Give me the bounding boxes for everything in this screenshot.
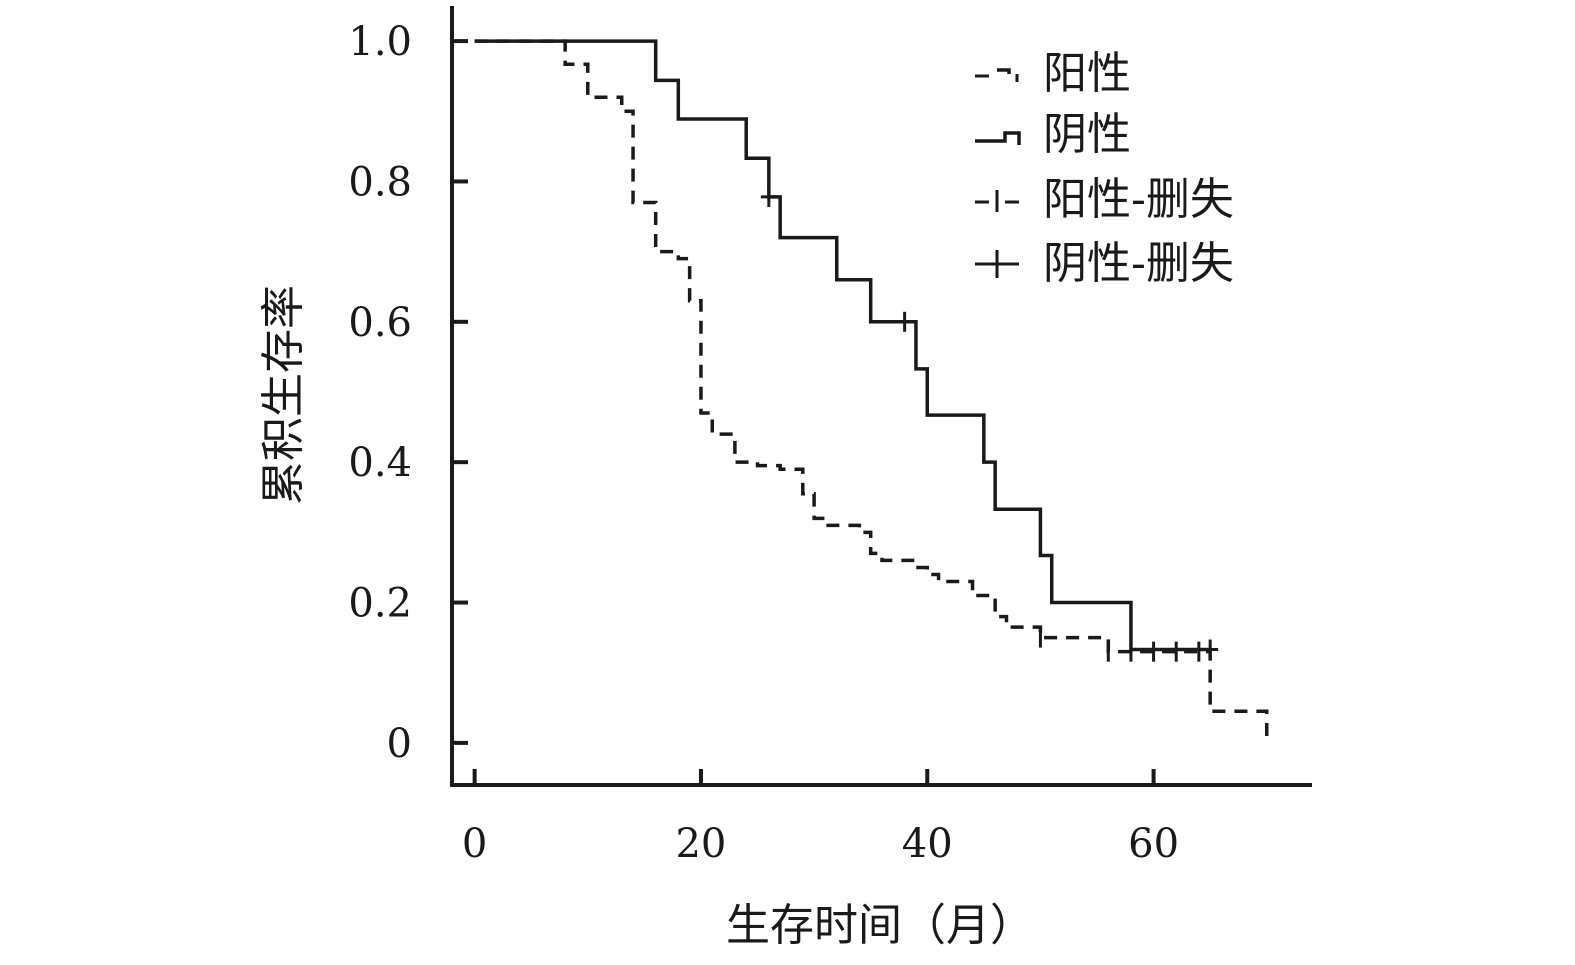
y-axis-title: 累积生存率 (258, 285, 309, 505)
x-tick-label: 40 (902, 821, 953, 867)
legend-swatch-dashed-step (997, 68, 1011, 74)
legend-item: 阳性-删失 (975, 174, 1234, 225)
x-axis-title: 生存时间（月） (726, 900, 1034, 951)
survival-curves (474, 39, 1269, 743)
censor-marks (760, 186, 1219, 662)
positive-curve (474, 39, 1269, 743)
x-axis-ticks: 0 20 40 60 (462, 769, 1179, 867)
x-tick-label: 0 (462, 821, 487, 867)
y-tick-label: 0.2 (348, 581, 412, 627)
legend-item: 阴性-删失 (975, 238, 1234, 289)
legend-label: 阳性 (1043, 48, 1131, 99)
legend-item: 阴性 (975, 109, 1131, 160)
plot-area (474, 39, 1269, 743)
y-axis-ticks: 0 0.2 0.4 0.6 0.8 1.0 (348, 19, 468, 767)
x-tick-label: 60 (1128, 821, 1179, 867)
legend-label: 阴性 (1043, 109, 1131, 160)
y-tick-label: 0.8 (348, 159, 412, 205)
legend-label: 阴性-删失 (1043, 238, 1234, 289)
y-tick-label: 0 (387, 721, 412, 767)
legend-item: 阳性 (975, 48, 1131, 99)
x-tick-label: 20 (675, 821, 726, 867)
axes-frame (450, 6, 1312, 787)
y-tick-label: 0.4 (348, 440, 412, 486)
legend-swatch-solid (975, 131, 1021, 145)
y-tick-label: 1.0 (348, 19, 412, 65)
legend-label: 阳性-删失 (1043, 174, 1234, 225)
y-tick-label: 0.6 (348, 300, 412, 346)
negative-curve (474, 39, 1211, 652)
